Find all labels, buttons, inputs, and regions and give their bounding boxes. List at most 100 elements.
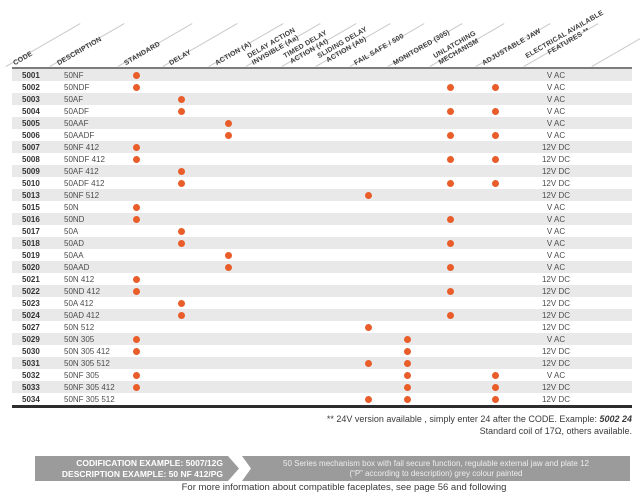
product-code: 5004 [22, 106, 40, 116]
electrical-feature-value: V AC [546, 82, 566, 92]
product-table: 5001 50NF V AC 5002 50NDF V AC 5003 50AF V AC 500… [12, 67, 632, 408]
product-code: 5019 [22, 250, 40, 260]
feature-dot-delay [177, 227, 185, 235]
electrical-feature-value: V AC [546, 214, 566, 224]
feature-dot-adjustable-jaw [491, 83, 499, 91]
product-description: 50AA [64, 250, 84, 260]
column-header-standard: STANDARD [123, 40, 162, 67]
electrical-feature-value: 12V DC [541, 310, 570, 320]
table-row: 5031 50N 305 512 12V DC [12, 357, 632, 369]
feature-dot-unlatching [446, 107, 454, 115]
feature-dot-adjustable-jaw [491, 383, 499, 391]
product-code: 5002 [22, 82, 40, 92]
feature-dot-delay [177, 299, 185, 307]
feature-dot-delay [177, 179, 185, 187]
description-example-line: DESCRIPTION EXAMPLE: 50 NF 412/PG [61, 468, 223, 479]
column-header-code: CODE [12, 49, 34, 67]
table-row: 5003 50AF V AC [12, 93, 632, 105]
product-description: 50AF [64, 94, 84, 104]
electrical-feature-value: 12V DC [541, 322, 570, 332]
electrical-feature-value: 12V DC [541, 346, 570, 356]
electrical-feature-value: 12V DC [541, 286, 570, 296]
feature-dot-standard [132, 383, 140, 391]
electrical-feature-value: 12V DC [541, 190, 570, 200]
product-description: 50NF [64, 70, 84, 80]
electrical-feature-value: 12V DC [541, 166, 570, 176]
product-code: 5017 [22, 226, 40, 236]
series-description-line1: 50 Series mechanism box with fail secure… [283, 458, 589, 468]
product-code: 5010 [22, 178, 40, 188]
product-code: 5029 [22, 334, 40, 344]
feature-dot-unlatching [446, 155, 454, 163]
feature-dot-unlatching [446, 131, 454, 139]
table-row: 5029 50N 305 V AC [12, 333, 632, 345]
feature-dot-delay [177, 167, 185, 175]
table-row: 5019 50AA V AC [12, 249, 632, 261]
table-row: 5018 50AD V AC [12, 237, 632, 249]
column-header-description: DESCRIPTION [56, 35, 104, 67]
electrical-feature-value: 12V DC [541, 154, 570, 164]
product-description: 50N 412 [64, 274, 95, 284]
feature-dot-unlatching [446, 287, 454, 295]
product-description: 50AD [64, 238, 85, 248]
column-header-delay: DELAY [168, 48, 193, 67]
feature-dot-standard [132, 287, 140, 295]
product-description: 50ADF [64, 106, 89, 116]
product-code: 5009 [22, 166, 40, 176]
product-description: 50AADF [64, 130, 95, 140]
electrical-feature-value: V AC [546, 70, 566, 80]
feature-dot-standard [132, 371, 140, 379]
electrical-feature-value: V AC [546, 106, 566, 116]
electrical-feature-value: 12V DC [541, 394, 570, 404]
electrical-feature-value: 12V DC [541, 274, 570, 284]
electrical-feature-value: V AC [546, 370, 566, 380]
product-description: 50AAD [64, 262, 90, 272]
product-code: 5013 [22, 190, 40, 200]
product-code: 5001 [22, 70, 40, 80]
codification-bar: CODIFICATION EXAMPLE: 5007/12G DESCRIPTI… [0, 456, 640, 481]
electrical-feature-value: 12V DC [541, 382, 570, 392]
feature-dot-unlatching [446, 179, 454, 187]
feature-dot-monitored [403, 383, 411, 391]
feature-dot-standard [132, 215, 140, 223]
table-row: 5024 50AD 412 12V DC [12, 309, 632, 321]
product-description: 50N [64, 202, 79, 212]
electrical-feature-value: V AC [546, 238, 566, 248]
product-description: 50NF 305 412 [64, 382, 115, 392]
table-row: 5022 50ND 412 12V DC [12, 285, 632, 297]
feature-dot-unlatching [446, 239, 454, 247]
electrical-feature-value: V AC [546, 202, 566, 212]
table-row: 5032 50NF 305 V AC [12, 369, 632, 381]
product-code: 5007 [22, 142, 40, 152]
column-header-electrical: ELECTRICAL AVAILABLE FEATURES ** [524, 9, 605, 61]
series-description-line2: (“P” according to description) grey colo… [349, 468, 523, 478]
feature-dot-standard [132, 275, 140, 283]
feature-dot-adjustable-jaw [491, 395, 499, 403]
footnotes: ** 24V version available , simply enter … [327, 413, 632, 437]
footnote-example-code: 5002 24 [599, 414, 632, 424]
table-row: 5007 50NF 412 12V DC [12, 141, 632, 153]
feature-dot-monitored [403, 359, 411, 367]
table-header: CODE DESCRIPTION STANDARD DELAY ACTION (A) DE… [0, 0, 640, 68]
feature-dot-monitored [403, 395, 411, 403]
table-row: 5008 50NDF 412 12V DC [12, 153, 632, 165]
feature-dot-unlatching [446, 263, 454, 271]
product-description: 50N 512 [64, 322, 95, 332]
product-code: 5021 [22, 274, 40, 284]
product-description: 50NDF 412 [64, 154, 105, 164]
feature-dot-monitored [403, 335, 411, 343]
product-code: 5027 [22, 322, 40, 332]
feature-dot-action-a [224, 131, 232, 139]
series-description-box: 50 Series mechanism box with fail secure… [242, 456, 630, 481]
product-description: 50NF 305 512 [64, 394, 115, 404]
product-code: 5032 [22, 370, 40, 380]
table-row: 5001 50NF V AC [12, 69, 632, 81]
table-row: 5006 50AADF V AC [12, 129, 632, 141]
feature-dot-unlatching [446, 311, 454, 319]
product-code: 5015 [22, 202, 40, 212]
table-row: 5033 50NF 305 412 12V DC [12, 381, 632, 393]
table-row: 5017 50A V AC [12, 225, 632, 237]
codification-example-box: CODIFICATION EXAMPLE: 5007/12G DESCRIPTI… [35, 456, 239, 481]
electrical-feature-value: V AC [546, 250, 566, 260]
feature-dot-fail-safe [364, 191, 372, 199]
